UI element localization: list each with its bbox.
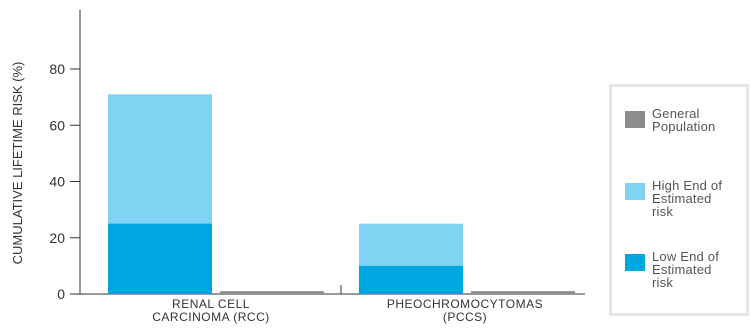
legend-item-low-end: Low End of Estimated risk <box>625 250 719 289</box>
y-tick-label: 20 <box>49 230 65 246</box>
x-category-label: PHEOCHROMOCYTOMAS <box>387 297 543 311</box>
chart-bars <box>108 94 575 294</box>
chart-labels: 0 20 40 60 80 CUMULATIVE LIFETIME RISK (%) REN… <box>10 61 543 324</box>
legend-item-high-end: High End of Estimated risk <box>625 179 722 218</box>
x-category-label: (PCCS) <box>443 310 487 324</box>
x-category-label: RENAL CELL <box>172 297 250 311</box>
legend-label-line: Estimated <box>652 191 712 206</box>
y-axis-label: CUMULATIVE LIFETIME RISK (%) <box>10 62 25 265</box>
legend-label-line: risk <box>652 275 674 290</box>
legend-label-line: High End of <box>652 178 723 193</box>
legend-swatch-high-end <box>625 183 645 200</box>
legend-label-line: Estimated <box>652 262 712 277</box>
legend-label-line: General <box>652 106 700 121</box>
bar-general-population <box>471 291 575 294</box>
legend-item-general-population: General Population <box>625 107 715 133</box>
bar-low-end <box>359 265 463 294</box>
legend-label-general-population: General Population <box>652 107 715 133</box>
y-tick-label: 60 <box>49 117 65 133</box>
legend-swatch-low-end <box>625 254 645 271</box>
bar-general-population <box>220 291 324 294</box>
y-tick-label: 40 <box>49 174 65 190</box>
legend-swatch-general-population <box>625 111 645 128</box>
legend-label-high-end: High End of Estimated risk <box>652 179 722 218</box>
legend-label-low-end: Low End of Estimated risk <box>652 250 719 289</box>
legend-label-line: Low End of <box>652 249 720 264</box>
legend-label-line: risk <box>652 204 674 219</box>
y-tick-label: 0 <box>57 286 65 302</box>
bar-low-end <box>108 223 212 294</box>
x-category-label: CARCINOMA (RCC) <box>152 310 270 324</box>
y-tick-label: 80 <box>49 61 65 77</box>
legend-label-line: Population <box>652 119 716 134</box>
chart-legend: General Population High End of Estimated… <box>609 84 749 316</box>
